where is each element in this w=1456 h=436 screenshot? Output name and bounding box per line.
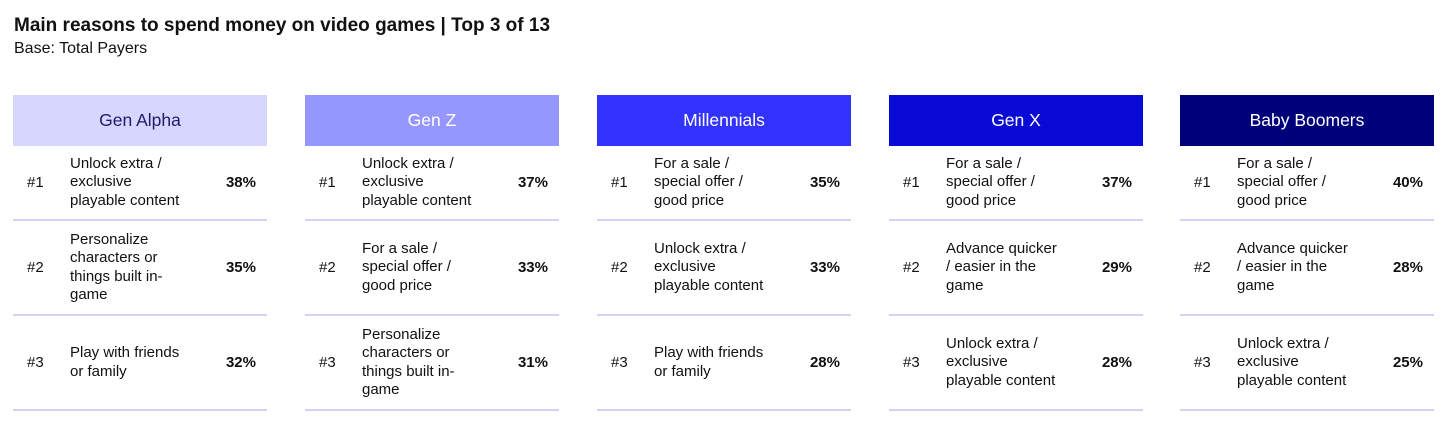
reason-label: Unlock extra / exclusive playable conten… <box>362 154 472 209</box>
reason-percent: 31% <box>517 354 548 371</box>
reason-row: #1 For a sale / special offer / good pri… <box>597 146 851 221</box>
reason-row: #2 Advance quicker / easier in the game … <box>1180 221 1434 316</box>
page-title: Main reasons to spend money on video gam… <box>14 15 551 36</box>
reason-percent: 40% <box>1392 174 1423 191</box>
reason-label: Unlock extra / exclusive playable conten… <box>1237 334 1347 389</box>
reason-percent: 28% <box>1392 259 1423 276</box>
reason-label: For a sale / special offer / good price <box>946 154 1035 209</box>
reason-percent: 25% <box>1392 354 1423 371</box>
reason-percent: 32% <box>225 354 256 371</box>
reason-row: #2 Advance quicker / easier in the game … <box>889 221 1143 316</box>
page-subtitle: Base: Total Payers <box>14 40 148 57</box>
reason-row: #2 Unlock extra / exclusive playable con… <box>597 221 851 316</box>
panel-header: Baby Boomers <box>1180 95 1434 146</box>
reason-row: #3 Personalize characters or things buil… <box>305 316 559 411</box>
reason-percent: 38% <box>225 174 256 191</box>
reason-percent: 37% <box>517 174 548 191</box>
rank: #2 <box>27 259 44 276</box>
panel-header: Gen Z <box>305 95 559 146</box>
reason-percent: 35% <box>225 259 256 276</box>
reason-label: For a sale / special offer / good price <box>362 239 451 294</box>
reason-percent: 29% <box>1101 259 1132 276</box>
reason-label: Advance quicker / easier in the game <box>1237 239 1348 294</box>
rank: #1 <box>1194 174 1211 191</box>
reason-row: #1 Unlock extra / exclusive playable con… <box>13 146 267 221</box>
reason-row: #3 Unlock extra / exclusive playable con… <box>1180 316 1434 411</box>
panel-gen-x: Gen X #1 For a sale / special offer / go… <box>889 95 1143 411</box>
reason-label: Personalize characters or things built i… <box>362 325 455 399</box>
panel-gen-z: Gen Z #1 Unlock extra / exclusive playab… <box>305 95 559 411</box>
reason-label: For a sale / special offer / good price <box>1237 154 1326 209</box>
reason-percent: 35% <box>809 174 840 191</box>
reason-row: #1 Unlock extra / exclusive playable con… <box>305 146 559 221</box>
panel-millennials: Millennials #1 For a sale / special offe… <box>597 95 851 411</box>
rank: #2 <box>319 259 336 276</box>
reason-percent: 28% <box>1101 354 1132 371</box>
reason-percent: 37% <box>1101 174 1132 191</box>
reason-label: Personalize characters or things built i… <box>70 230 163 304</box>
reason-row: #3 Play with friends or family 32% <box>13 316 267 411</box>
rank: #3 <box>319 354 336 371</box>
rank: #3 <box>903 354 920 371</box>
rank: #1 <box>319 174 336 191</box>
rank: #1 <box>611 174 628 191</box>
panel-header: Gen Alpha <box>13 95 267 146</box>
panel-baby-boomers: Baby Boomers #1 For a sale / special off… <box>1180 95 1434 411</box>
rank: #2 <box>1194 259 1211 276</box>
reason-row: #2 For a sale / special offer / good pri… <box>305 221 559 316</box>
reason-label: Play with friends or family <box>654 344 764 380</box>
reason-label: Unlock extra / exclusive playable conten… <box>70 154 180 209</box>
reason-row: #3 Unlock extra / exclusive playable con… <box>889 316 1143 411</box>
rank: #3 <box>1194 354 1211 371</box>
reason-row: #3 Play with friends or family 28% <box>597 316 851 411</box>
reason-percent: 33% <box>517 259 548 276</box>
rank: #3 <box>27 354 44 371</box>
reason-row: #1 For a sale / special offer / good pri… <box>889 146 1143 221</box>
reason-label: Play with friends or family <box>70 344 180 380</box>
rank: #2 <box>903 259 920 276</box>
reason-percent: 33% <box>809 259 840 276</box>
reason-percent: 28% <box>809 354 840 371</box>
reason-label: For a sale / special offer / good price <box>654 154 743 209</box>
panel-header: Millennials <box>597 95 851 146</box>
reason-label: Unlock extra / exclusive playable conten… <box>946 334 1056 389</box>
reason-row: #2 Personalize characters or things buil… <box>13 221 267 316</box>
rank: #1 <box>27 174 44 191</box>
reason-label: Unlock extra / exclusive playable conten… <box>654 239 764 294</box>
reason-label: Advance quicker / easier in the game <box>946 239 1057 294</box>
rank: #3 <box>611 354 628 371</box>
rank: #1 <box>903 174 920 191</box>
panel-header: Gen X <box>889 95 1143 146</box>
rank: #2 <box>611 259 628 276</box>
panel-gen-alpha: Gen Alpha #1 Unlock extra / exclusive pl… <box>13 95 267 411</box>
reason-row: #1 For a sale / special offer / good pri… <box>1180 146 1434 221</box>
